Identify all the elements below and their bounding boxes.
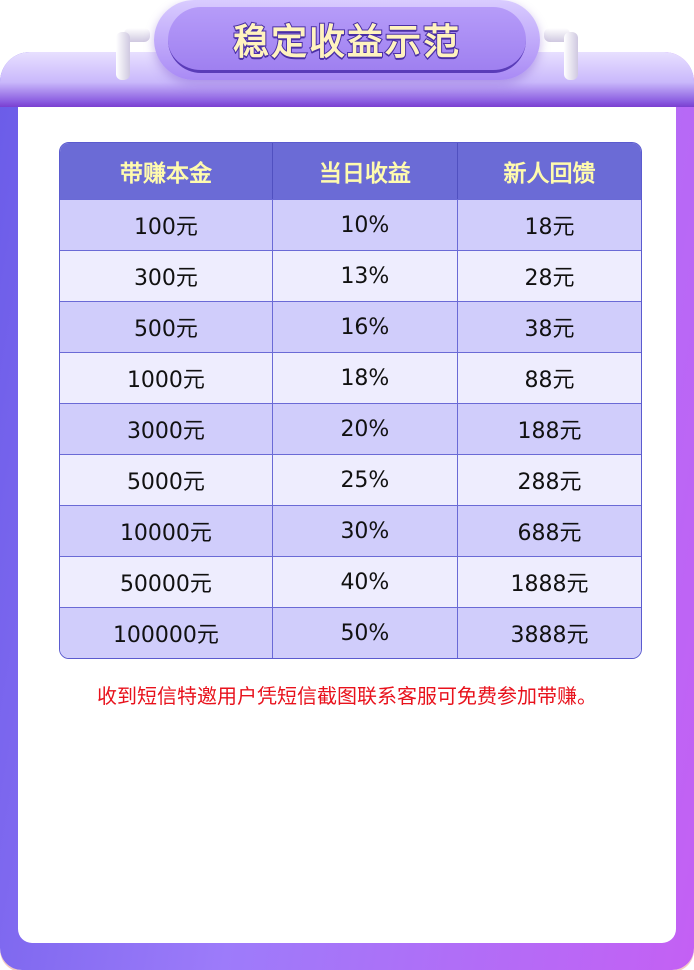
table-cell: 18元 bbox=[457, 199, 641, 250]
column-header: 当日收益 bbox=[272, 143, 458, 199]
table-cell: 25% bbox=[272, 454, 458, 505]
table-row: 100元 10% 18元 bbox=[60, 199, 641, 250]
table-cell: 100元 bbox=[60, 199, 273, 250]
column-header: 新人回馈 bbox=[457, 143, 641, 199]
table-cell: 88元 bbox=[457, 352, 641, 403]
table-cell: 100000元 bbox=[60, 607, 273, 658]
table-cell: 40% bbox=[272, 556, 458, 607]
table-cell: 28元 bbox=[457, 250, 641, 301]
table-row: 10000元 30% 688元 bbox=[60, 505, 641, 556]
table-cell: 1000元 bbox=[60, 352, 273, 403]
table-row: 1000元 18% 88元 bbox=[60, 352, 641, 403]
earnings-table: 带赚本金 当日收益 新人回馈 100元 10% 18元 300元 13% 28元 500元 16%… bbox=[59, 142, 642, 659]
table-cell: 1888元 bbox=[457, 556, 641, 607]
table-row: 3000元 20% 188元 bbox=[60, 403, 641, 454]
table-row: 5000元 25% 288元 bbox=[60, 454, 641, 505]
page-title: 稳定收益示范 bbox=[232, 21, 461, 64]
table-row: 300元 13% 28元 bbox=[60, 250, 641, 301]
table-cell: 50% bbox=[272, 607, 458, 658]
notice-text: 收到短信特邀用户凭短信截图联系客服可免费参加带赚。 bbox=[97, 684, 597, 708]
table-row: 100000元 50% 3888元 bbox=[60, 607, 641, 658]
table-row: 50000元 40% 1888元 bbox=[60, 556, 641, 607]
table-cell: 10000元 bbox=[60, 505, 273, 556]
table-cell: 18% bbox=[272, 352, 458, 403]
table-cell: 16% bbox=[272, 301, 458, 352]
table-row: 500元 16% 38元 bbox=[60, 301, 641, 352]
table-cell: 20% bbox=[272, 403, 458, 454]
column-header: 带赚本金 bbox=[60, 143, 273, 199]
pipe-decoration-right bbox=[544, 20, 582, 82]
table-cell: 288元 bbox=[457, 454, 641, 505]
table-cell: 688元 bbox=[457, 505, 641, 556]
table-cell: 3000元 bbox=[60, 403, 273, 454]
pipe-decoration-left bbox=[112, 20, 150, 82]
table-cell: 30% bbox=[272, 505, 458, 556]
table-cell: 5000元 bbox=[60, 454, 273, 505]
table-cell: 188元 bbox=[457, 403, 641, 454]
table-cell: 300元 bbox=[60, 250, 273, 301]
title-banner: 稳定收益示范 bbox=[154, 0, 540, 80]
table-cell: 13% bbox=[272, 250, 458, 301]
table-cell: 38元 bbox=[457, 301, 641, 352]
table-cell: 3888元 bbox=[457, 607, 641, 658]
table-cell: 10% bbox=[272, 199, 458, 250]
table-cell: 500元 bbox=[60, 301, 273, 352]
table-cell: 50000元 bbox=[60, 556, 273, 607]
